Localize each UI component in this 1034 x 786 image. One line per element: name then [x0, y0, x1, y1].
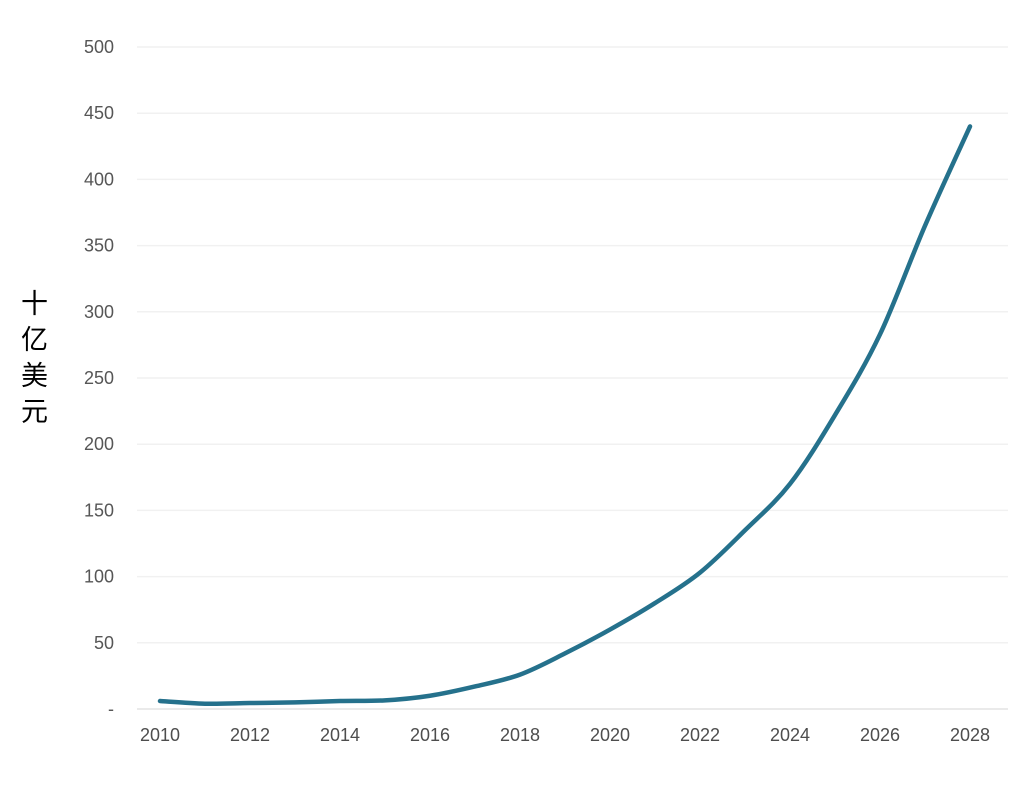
y-tick-label: 100 — [84, 567, 114, 587]
x-tick-label: 2026 — [860, 725, 900, 745]
x-tick-label: 2018 — [500, 725, 540, 745]
y-tick-label: 150 — [84, 500, 114, 520]
y-tick-label: 400 — [84, 169, 114, 189]
y-tick-label: 200 — [84, 434, 114, 454]
y-tick-label: 350 — [84, 236, 114, 256]
y-tick-label: 450 — [84, 103, 114, 123]
y-tick-label: 250 — [84, 368, 114, 388]
y-axis-title: 十亿美元 — [17, 289, 47, 433]
x-tick-label: 2014 — [320, 725, 360, 745]
y-tick-label: - — [108, 699, 114, 719]
data-line-series — [157, 124, 973, 707]
y-tick-label: 300 — [84, 302, 114, 322]
x-tick-label: 2016 — [410, 725, 450, 745]
x-tick-label: 2028 — [950, 725, 990, 745]
x-tick-label: 2020 — [590, 725, 630, 745]
x-tick-label: 2022 — [680, 725, 720, 745]
x-tick-label: 2012 — [230, 725, 270, 745]
x-tick-label: 2010 — [140, 725, 180, 745]
y-tick-label: 50 — [94, 633, 114, 653]
x-tick-label: 2024 — [770, 725, 810, 745]
y-tick-label: 500 — [84, 37, 114, 57]
